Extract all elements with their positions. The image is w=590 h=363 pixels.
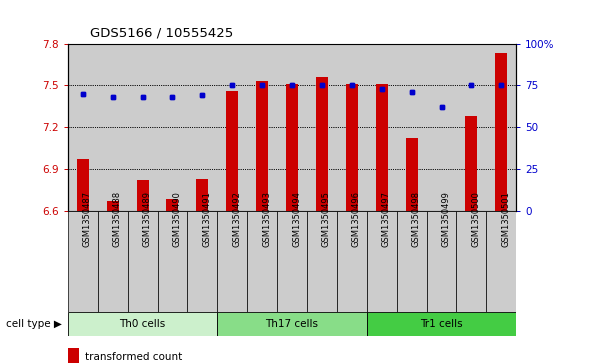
Text: GSM1350489: GSM1350489: [143, 191, 152, 247]
Bar: [158, 211, 188, 312]
Bar: [346, 84, 358, 211]
Bar: [376, 84, 388, 211]
Bar: [396, 211, 427, 312]
Bar: [98, 44, 127, 211]
Bar: [137, 180, 149, 211]
Text: GSM1350487: GSM1350487: [83, 191, 92, 247]
Bar: [166, 199, 178, 211]
Bar: [406, 138, 418, 211]
Bar: [316, 77, 328, 211]
Bar: [98, 211, 127, 312]
Text: transformed count: transformed count: [85, 352, 182, 362]
Text: GSM1350500: GSM1350500: [471, 191, 480, 246]
Bar: [188, 211, 217, 312]
Bar: [137, 180, 149, 211]
Bar: [217, 44, 247, 211]
Bar: [68, 312, 217, 336]
Bar: [107, 201, 119, 211]
Bar: [217, 211, 247, 312]
Bar: [127, 44, 158, 211]
Bar: [286, 84, 298, 211]
Bar: [337, 44, 367, 211]
Bar: [396, 44, 427, 211]
Bar: [247, 211, 277, 312]
Bar: [307, 211, 337, 312]
Bar: [77, 159, 88, 211]
Bar: [457, 211, 486, 312]
Bar: [367, 211, 396, 312]
Bar: [316, 77, 328, 211]
Bar: [307, 44, 337, 211]
Bar: [427, 44, 457, 211]
Bar: [68, 44, 98, 211]
Bar: [406, 138, 418, 211]
Bar: [277, 211, 307, 312]
Bar: [227, 91, 238, 211]
Bar: [367, 44, 396, 211]
Bar: [68, 348, 79, 363]
Text: GSM1350495: GSM1350495: [322, 191, 331, 246]
Text: GSM1350499: GSM1350499: [441, 191, 451, 246]
Bar: [188, 44, 217, 211]
Text: GSM1350491: GSM1350491: [202, 191, 211, 246]
Bar: [457, 44, 486, 211]
Bar: [367, 312, 516, 336]
Text: Th0 cells: Th0 cells: [119, 319, 166, 329]
Text: GSM1350494: GSM1350494: [292, 191, 301, 246]
Bar: [227, 91, 238, 211]
Bar: [337, 211, 367, 312]
Text: cell type ▶: cell type ▶: [6, 319, 62, 329]
Text: Th17 cells: Th17 cells: [266, 319, 319, 329]
Bar: [286, 84, 298, 211]
Bar: [277, 44, 307, 211]
Bar: [496, 53, 507, 211]
Bar: [486, 211, 516, 312]
Bar: [127, 211, 158, 312]
Bar: [196, 179, 208, 211]
Text: GSM1350497: GSM1350497: [382, 191, 391, 247]
Bar: [346, 84, 358, 211]
Text: GSM1350488: GSM1350488: [113, 191, 122, 247]
Bar: [486, 44, 516, 211]
Bar: [466, 116, 477, 211]
Text: GSM1350498: GSM1350498: [412, 191, 421, 247]
Bar: [496, 53, 507, 211]
Bar: [68, 211, 98, 312]
Bar: [466, 116, 477, 211]
Text: Tr1 cells: Tr1 cells: [420, 319, 463, 329]
Bar: [158, 44, 188, 211]
Bar: [427, 211, 457, 312]
Bar: [256, 81, 268, 211]
Text: GSM1350496: GSM1350496: [352, 191, 361, 247]
Bar: [77, 159, 88, 211]
Bar: [107, 201, 119, 211]
Bar: [247, 44, 277, 211]
Bar: [166, 199, 178, 211]
Bar: [217, 312, 367, 336]
Text: GSM1350490: GSM1350490: [172, 191, 182, 246]
Text: GSM1350492: GSM1350492: [232, 191, 241, 246]
Text: GSM1350493: GSM1350493: [262, 191, 271, 247]
Text: GSM1350501: GSM1350501: [502, 191, 510, 246]
Bar: [256, 81, 268, 211]
Bar: [196, 179, 208, 211]
Text: GDS5166 / 10555425: GDS5166 / 10555425: [90, 26, 234, 40]
Bar: [376, 84, 388, 211]
